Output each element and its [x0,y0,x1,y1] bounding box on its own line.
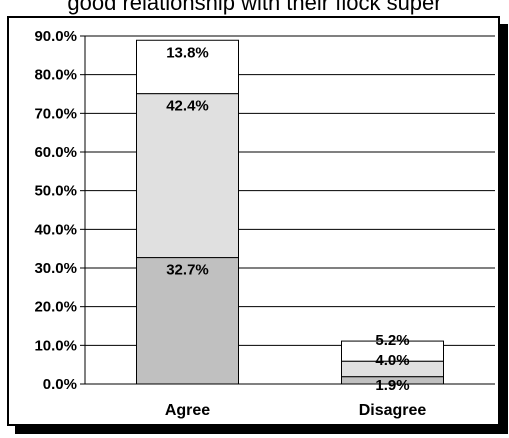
stacked-bar-chart: 0.0% 10.0% 20.0% 30.0% 40.0% 50.0% 60.0% 70.0% 8… [34,28,495,419]
data-label-agree-0: 32.7% [166,262,209,279]
bars [136,39,444,385]
bar-segment-agree-2 [136,39,239,95]
data-label-disagree-1: 4.0% [375,352,409,369]
chart-frame: 0.0% 10.0% 20.0% 30.0% 40.0% 50.0% 60.0% 70.0% 8… [7,16,500,426]
bar-segment-disagree-2 [341,340,444,362]
axes: 0.0% 10.0% 20.0% 30.0% 40.0% 50.0% 60.0% 70.0% 8… [34,28,495,419]
data-label-disagree-2: 5.2% [375,332,409,349]
y-tick-label: 90.0% [34,28,77,45]
category-label-agree: Agree [165,402,210,419]
y-tick-label: 70.0% [34,105,77,122]
y-tick-label: 10.0% [34,337,77,354]
y-tick-label: 0.0% [43,376,77,393]
y-tick-label: 80.0% [34,67,77,84]
data-label-disagree-0: 1.9% [375,377,409,394]
data-label-agree-2: 13.8% [166,44,209,61]
data-label-agree-1: 42.4% [166,98,209,115]
y-tick-label: 50.0% [34,183,77,200]
y-tick-label: 40.0% [34,221,77,238]
chart-title: good relationship with their flock super [67,0,442,15]
y-tick-label: 30.0% [34,260,77,277]
category-label-disagree: Disagree [359,402,427,419]
bar-segment-agree-1 [136,93,239,259]
y-tick-label: 60.0% [34,144,77,161]
labels: 32.7% 42.4% 13.8% 1.9% 4.0% 5.2% [166,44,409,394]
y-tick-label: 20.0% [34,299,77,316]
